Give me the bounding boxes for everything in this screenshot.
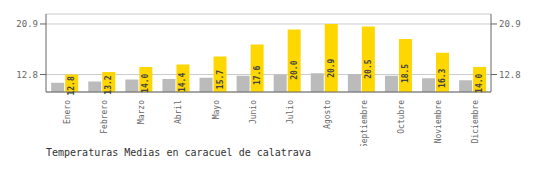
svg-text:20.9: 20.9 xyxy=(499,19,521,29)
svg-text:15.7: 15.7 xyxy=(216,70,225,89)
svg-text:Julio: Julio xyxy=(286,100,295,124)
svg-text:Marzo: Marzo xyxy=(137,100,146,124)
svg-text:17.6: 17.6 xyxy=(253,66,262,85)
svg-text:Octubre: Octubre xyxy=(397,100,406,134)
svg-text:13.2: 13.2 xyxy=(104,75,113,94)
html-text:Temperaturas Medias en caracue: Temperaturas Medias en caracuel de calat… xyxy=(46,147,311,158)
svg-text:16.3: 16.3 xyxy=(438,68,447,87)
svg-text:Diciembre: Diciembre xyxy=(471,100,480,144)
svg-text:Septiembre: Septiembre xyxy=(360,100,369,146)
svg-text:Mayo: Mayo xyxy=(212,100,221,119)
svg-text:20.9: 20.9 xyxy=(16,19,38,29)
svg-text:12.8: 12.8 xyxy=(16,70,38,80)
svg-text:14.0: 14.0 xyxy=(141,73,150,92)
svg-text:Junio: Junio xyxy=(249,100,258,124)
svg-text:14.4: 14.4 xyxy=(178,73,187,92)
svg-text:12.8: 12.8 xyxy=(67,76,76,95)
svg-text:Abril: Abril xyxy=(174,100,183,124)
svg-text:Enero: Enero xyxy=(63,100,72,124)
svg-text:12.8: 12.8 xyxy=(499,70,521,80)
svg-text:20.5: 20.5 xyxy=(364,59,373,78)
svg-text:20.0: 20.0 xyxy=(290,60,299,79)
svg-text:Agosto: Agosto xyxy=(323,100,332,129)
svg-text:14.0: 14.0 xyxy=(475,73,484,92)
svg-text:20.9: 20.9 xyxy=(327,58,336,77)
svg-text:18.5: 18.5 xyxy=(401,64,410,83)
svg-text:Noviembre: Noviembre xyxy=(434,100,443,144)
svg-text:Febrero: Febrero xyxy=(100,100,109,134)
